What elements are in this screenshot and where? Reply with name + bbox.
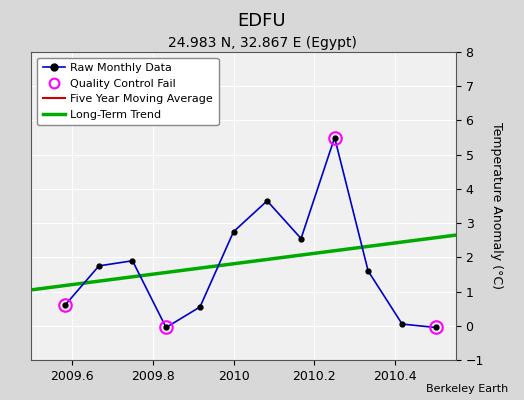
Text: EDFU: EDFU — [238, 12, 286, 30]
Text: Berkeley Earth: Berkeley Earth — [426, 384, 508, 394]
Legend: Raw Monthly Data, Quality Control Fail, Five Year Moving Average, Long-Term Tren: Raw Monthly Data, Quality Control Fail, … — [37, 58, 219, 125]
Y-axis label: Temperature Anomaly (°C): Temperature Anomaly (°C) — [490, 122, 504, 290]
Text: 24.983 N, 32.867 E (Egypt): 24.983 N, 32.867 E (Egypt) — [168, 36, 356, 50]
